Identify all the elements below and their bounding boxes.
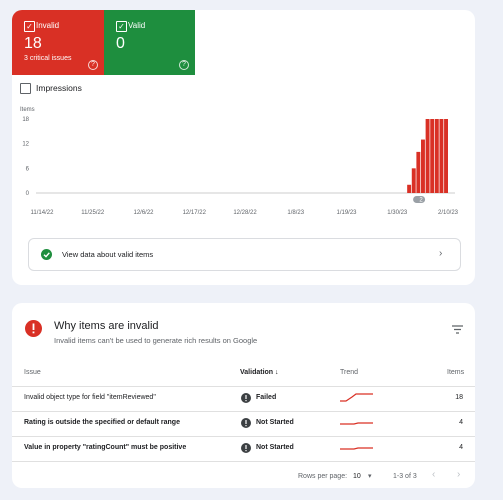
- help-icon[interactable]: ?: [88, 60, 98, 70]
- status-icon: [241, 442, 251, 453]
- prev-page[interactable]: ‹: [432, 469, 436, 480]
- column-header[interactable]: Issue: [24, 369, 41, 376]
- issue-name: Value in property "ratingCount" must be …: [24, 444, 187, 451]
- checkbox: ✓: [24, 21, 35, 32]
- next-page[interactable]: ›: [457, 469, 461, 480]
- impressions-label: Impressions: [36, 83, 82, 93]
- x-tick-label: 1/19/23: [336, 210, 357, 216]
- checkbox: ✓: [116, 21, 127, 32]
- row-divider: [12, 386, 475, 387]
- trend-sparkline: [340, 422, 373, 425]
- y-tick-label: 18: [22, 117, 29, 123]
- validation-status: Not Started: [256, 444, 294, 451]
- bar: [411, 168, 416, 193]
- tile-count: 18: [24, 35, 42, 52]
- trend-sparkline: [340, 393, 373, 402]
- issues-title: Why items are invalid: [54, 320, 159, 332]
- validation-status: Not Started: [256, 419, 294, 426]
- status-icon: [241, 417, 251, 428]
- x-tick-label: 12/6/22: [133, 210, 154, 216]
- overview-card: ✓ Invalid 18 3 critical issues ? ✓ Valid…: [12, 10, 475, 285]
- valid-link[interactable]: View data about valid items ›: [28, 238, 461, 271]
- bar: [439, 119, 444, 193]
- tile-count: 0: [116, 35, 125, 52]
- bar: [430, 119, 435, 193]
- issues-subtitle: Invalid items can't be used to generate …: [54, 336, 258, 345]
- x-tick-label: 11/14/22: [31, 210, 55, 216]
- rows-per-page[interactable]: 10: [353, 473, 361, 480]
- column-header[interactable]: Validation ↓: [240, 369, 279, 376]
- y-tick-label: 6: [26, 166, 30, 172]
- item-count: 4: [459, 419, 463, 426]
- link-text: View data about valid items: [62, 250, 154, 259]
- y-tick-label: 0: [26, 191, 30, 197]
- column-header: Trend: [340, 369, 359, 376]
- error-icon: [25, 320, 42, 337]
- tile-note: 3 critical issues: [24, 55, 72, 62]
- row-divider: [12, 461, 475, 462]
- annotation: 2: [419, 198, 423, 204]
- issue-name: Invalid object type for field "itemRevie…: [24, 394, 156, 401]
- header-text: Validation: [240, 369, 274, 376]
- filter-icon[interactable]: [452, 325, 463, 334]
- check-icon: [41, 249, 52, 260]
- bar: [444, 119, 448, 193]
- row-divider: [12, 436, 475, 437]
- x-tick-label: 12/28/22: [233, 210, 257, 216]
- tile-label: Invalid: [36, 21, 60, 30]
- page-range: 1-3 of 3: [393, 473, 417, 480]
- x-tick-label: 2/10/23: [438, 210, 459, 216]
- issue-name: Rating is outside the specified or defau…: [24, 419, 180, 426]
- x-tick-label: 11/25/22: [81, 210, 105, 216]
- bar: [407, 184, 412, 193]
- x-tick-label: 12/17/22: [183, 210, 207, 216]
- valid-tile[interactable]: ✓ Valid 0 ?: [104, 10, 195, 75]
- dropdown-arrow[interactable]: ▾: [368, 473, 372, 480]
- bar: [434, 119, 439, 193]
- checkbox[interactable]: [20, 83, 31, 94]
- annotation-badge: [413, 196, 426, 203]
- item-count: 18: [455, 394, 463, 401]
- x-tick-label: 1/8/23: [287, 210, 304, 216]
- y-axis-label: Items: [20, 107, 35, 113]
- row-divider: [12, 411, 475, 412]
- chevron: ›: [439, 248, 443, 259]
- help-icon[interactable]: ?: [179, 60, 189, 70]
- invalid-tile[interactable]: ✓ Invalid 18 3 critical issues ?: [12, 10, 104, 75]
- bar: [421, 139, 425, 193]
- tile-label: Valid: [128, 21, 146, 30]
- rows-per-page-label: Rows per page:: [298, 473, 348, 480]
- bar: [416, 151, 421, 193]
- column-header: Items: [447, 369, 465, 376]
- status-icon: [241, 392, 251, 403]
- trend-sparkline: [340, 447, 373, 450]
- y-tick-label: 12: [22, 142, 29, 148]
- bar: [425, 119, 430, 193]
- x-tick-label: 1/30/23: [387, 210, 408, 216]
- validation-status: Failed: [256, 394, 277, 401]
- chart: Items 0 6 12 18 11/14/22 11/25/22 12/6/22 12/17…: [20, 107, 459, 216]
- item-count: 4: [459, 444, 463, 451]
